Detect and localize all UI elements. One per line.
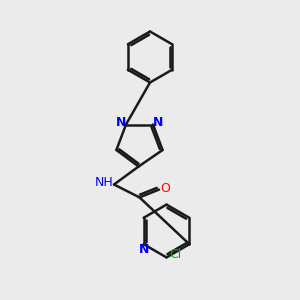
Text: O: O — [161, 182, 170, 195]
Text: N: N — [139, 243, 149, 256]
Text: N: N — [153, 116, 164, 129]
Text: Cl: Cl — [169, 248, 181, 261]
Text: N: N — [116, 116, 126, 129]
Text: NH: NH — [95, 176, 114, 190]
